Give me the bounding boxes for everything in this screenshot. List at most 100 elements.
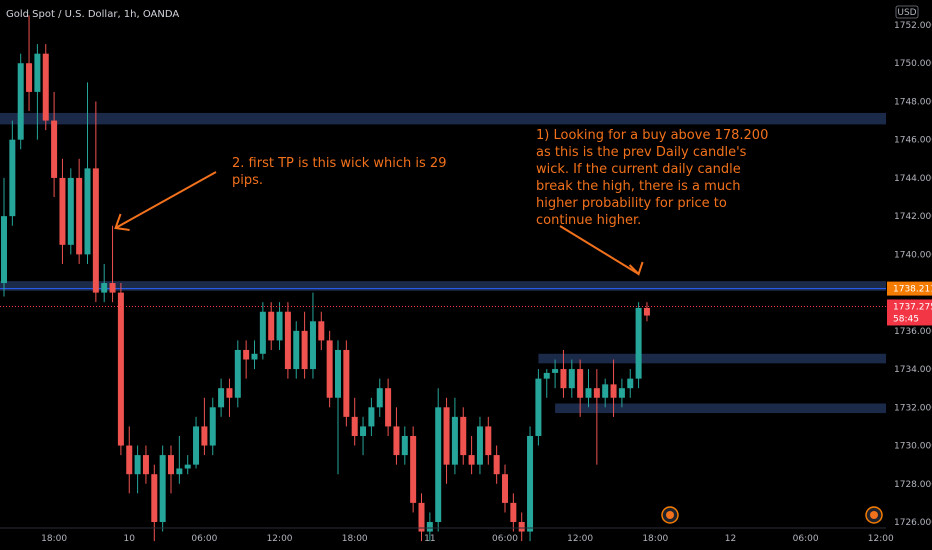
candle [259,302,266,360]
candle [309,292,316,379]
candle-body [376,388,383,408]
candle-body [577,369,584,398]
candle [360,416,367,456]
candle [460,407,467,465]
candle [485,416,492,465]
price-axis[interactable]: USD 1726.000 1728.000 1730.000 1732.000 1734… [886,0,932,550]
candle-body [218,388,225,408]
candle [618,378,625,408]
candle-body [17,63,24,140]
price-tag [887,299,932,326]
candle [1,177,7,297]
candle [284,302,291,379]
candle-body [51,120,58,178]
candle-body [1,216,7,284]
chart-title: Gold Spot / U.S. Dollar, 1h, OANDA [6,9,179,20]
candle [251,340,258,370]
candle-body [602,384,609,398]
candle [126,426,133,494]
candle [602,378,609,408]
candle-body [117,292,124,446]
countdown-text: 58:45 [893,314,919,324]
candle [209,397,216,456]
x-tick-label: 18:00 [41,534,67,544]
candle-body [293,330,300,370]
candle-body [134,455,141,475]
zone-1 [0,281,886,291]
candle [276,302,283,350]
candle-body [368,407,375,427]
candle [293,321,300,379]
candle [9,120,16,226]
candle-body [435,407,442,522]
price-tag-text: 1737.275 [893,302,932,312]
candle-body [518,522,525,532]
candle [510,493,517,532]
candle-body [543,372,550,379]
candle [76,158,83,264]
candle [134,445,141,494]
candle-body [410,435,417,503]
candle-body [234,349,241,398]
price-axis-background [886,0,932,550]
level-tag-text: 1738.211 [893,285,932,295]
candle-body [193,426,200,465]
candle [34,44,41,140]
candle [527,426,534,542]
x-tick-label: 06:00 [492,534,518,544]
candle [42,44,49,131]
candle [568,359,575,398]
y-tick-label: 1742.000 [894,212,932,222]
y-tick-label: 1746.000 [894,136,932,146]
arrow-buy [559,225,640,275]
candle [226,378,233,417]
candle-body [593,388,600,398]
candle-body [318,321,325,341]
candle-body [159,455,166,522]
currency-badge[interactable] [895,5,919,19]
candles-layer [1,15,650,542]
candle-body [351,416,358,436]
candle-body [184,464,191,469]
candle [84,82,91,264]
candle [552,359,559,389]
candle [17,53,24,150]
time-axis[interactable]: 18:00 10 06:00 12:00 18:00 11 06:00 12:00 18:00 1… [0,527,932,544]
candle-body [301,330,308,370]
annotation-buy-line: wick. If the current daily candle [536,162,741,177]
candle-body [276,311,283,341]
y-tick-label: 1748.000 [894,97,932,107]
candle [410,426,417,513]
candle-body [552,369,559,373]
zone-0 [0,112,886,125]
candle-body [226,388,233,398]
x-tick-label: 11 [424,534,435,544]
candle-body [426,522,433,532]
candle [543,369,550,398]
arrow-tp [115,171,217,229]
candle [577,359,584,417]
level-tag [887,281,932,296]
candle [184,455,191,475]
candle [351,397,358,446]
x-tick-label: 06:00 [793,534,819,544]
zones-layer [0,112,886,414]
candle [435,388,442,532]
candle-body [9,139,16,217]
arrow-buy-head [628,261,644,276]
candle-body [418,502,425,532]
candle-body [443,407,450,465]
annotation-tp-line: 2. first TP is this wick which is 29 [232,156,446,171]
candle-body [335,349,341,398]
y-tick-label: 1734.000 [894,365,932,375]
annotation-buy-line: higher probability for price to [536,196,727,211]
candle-body [610,384,617,398]
candle [635,302,642,389]
candle-body [476,426,483,465]
candle [176,435,183,484]
arrow-tp-head [114,213,130,231]
y-tick-label: 1752.000 [894,21,932,31]
candle-body [401,435,408,456]
candle-body [627,378,634,389]
